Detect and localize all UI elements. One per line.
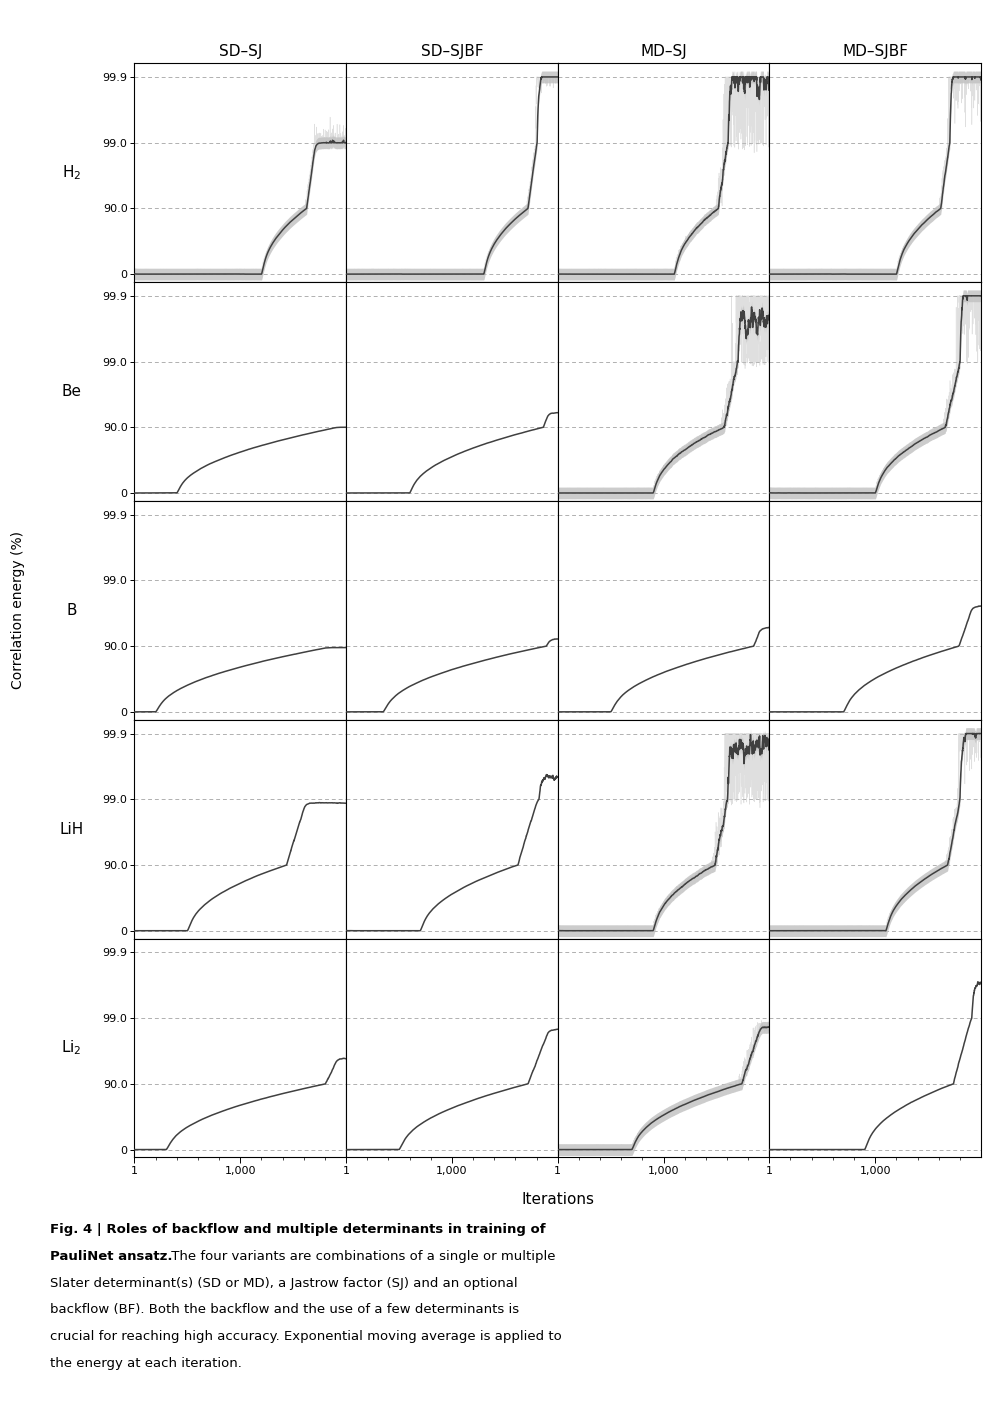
- Title: MD–SJBF: MD–SJBF: [843, 43, 908, 59]
- Text: the energy at each iteration.: the energy at each iteration.: [50, 1357, 242, 1369]
- Title: MD–SJ: MD–SJ: [640, 43, 687, 59]
- Text: B: B: [67, 603, 77, 617]
- Text: The four variants are combinations of a single or multiple: The four variants are combinations of a …: [167, 1250, 556, 1263]
- Title: SD–SJ: SD–SJ: [218, 43, 262, 59]
- Text: Li$_2$: Li$_2$: [62, 1038, 82, 1058]
- Text: crucial for reaching high accuracy. Exponential moving average is applied to: crucial for reaching high accuracy. Expo…: [50, 1330, 562, 1343]
- Text: backflow (BF). Both the backflow and the use of a few determinants is: backflow (BF). Both the backflow and the…: [50, 1303, 519, 1316]
- Text: LiH: LiH: [60, 822, 84, 836]
- Text: Iterations: Iterations: [521, 1193, 595, 1207]
- Text: PauliNet ansatz.: PauliNet ansatz.: [50, 1250, 172, 1263]
- Text: Slater determinant(s) (SD or MD), a Jastrow factor (SJ) and an optional: Slater determinant(s) (SD or MD), a Jast…: [50, 1277, 518, 1289]
- Title: SD–SJBF: SD–SJBF: [420, 43, 483, 59]
- Text: H$_2$: H$_2$: [62, 163, 82, 182]
- Text: Be: Be: [62, 384, 82, 398]
- Text: Fig. 4 | Roles of backflow and multiple determinants in training of: Fig. 4 | Roles of backflow and multiple …: [50, 1223, 546, 1236]
- Text: Correlation energy (%): Correlation energy (%): [11, 532, 25, 689]
